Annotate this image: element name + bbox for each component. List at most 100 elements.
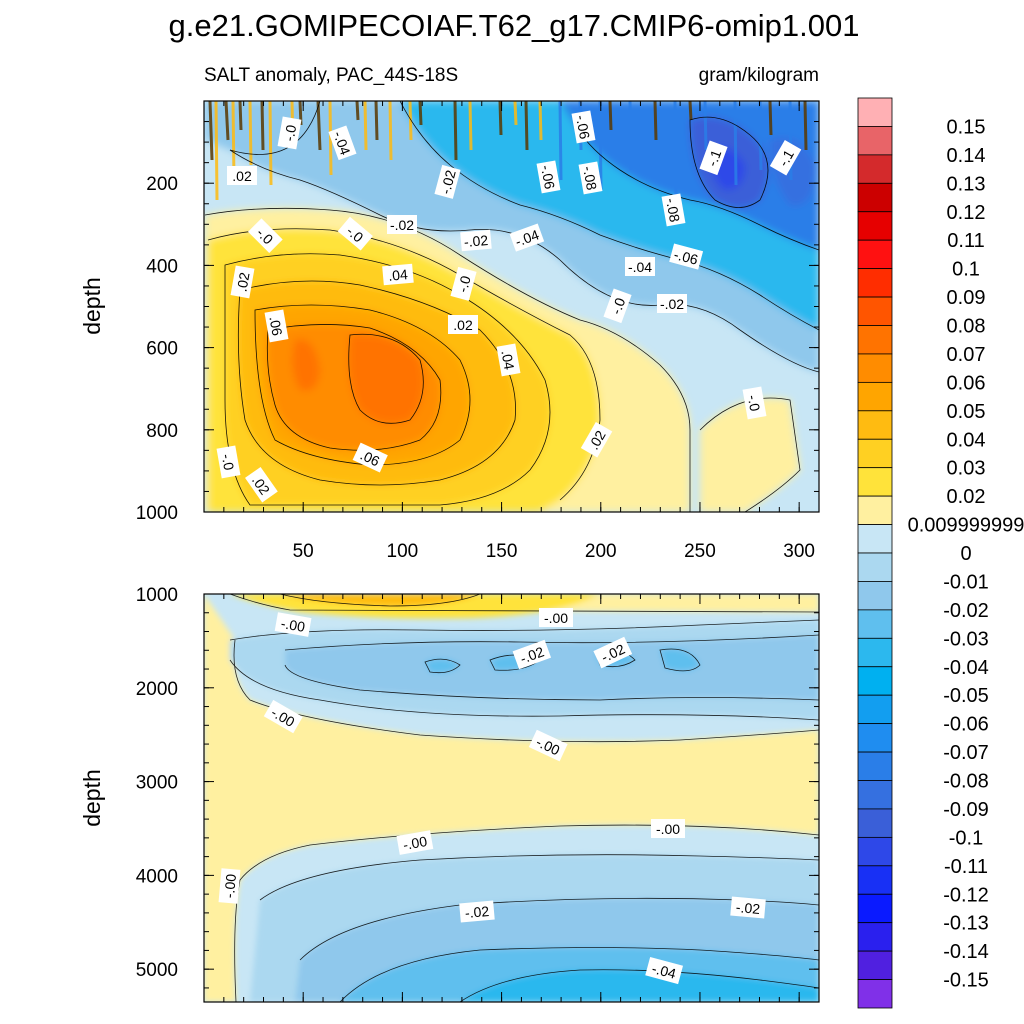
colorbar-label: -0.04 xyxy=(943,657,989,679)
top-panel-ylabel: depth xyxy=(79,277,105,335)
colorbar-label: 0.11 xyxy=(947,230,984,252)
colorbar-swatch xyxy=(857,922,893,952)
svg-text:-.06: -.06 xyxy=(573,114,593,141)
chart-title: g.e21.GOMIPECOIAF.T62_g17.CMIP6-omip1.00… xyxy=(169,8,860,43)
svg-text:-.06: -.06 xyxy=(672,246,700,268)
contour-label: -.0 xyxy=(216,445,241,479)
contour-label: -.0 xyxy=(742,386,767,420)
colorbar-swatch xyxy=(857,126,893,156)
colorbar-swatch xyxy=(857,637,893,668)
colorbar-label: 0.13 xyxy=(947,173,986,195)
colorbar-label: 0.009999999 xyxy=(908,515,1024,537)
colorbar-label: -0.11 xyxy=(944,856,988,878)
contour-label: .04 xyxy=(496,343,521,377)
contour-label: -.04 xyxy=(625,257,655,276)
colorbar-label: 0.03 xyxy=(947,458,986,480)
colorbar-swatch xyxy=(857,780,893,810)
top-panel-axes: 50 100 150 200 250 300 200 400 600 800 1000 xyxy=(136,101,819,562)
colorbar-label: 0.09 xyxy=(947,287,986,309)
contour-label: -.00 xyxy=(218,868,241,904)
colorbar-label: -0.13 xyxy=(943,913,989,935)
colorbar-swatch xyxy=(857,239,893,270)
svg-text:.02: .02 xyxy=(232,168,252,184)
contour-label: -.00 xyxy=(396,830,434,855)
colorbar-swatch xyxy=(857,694,893,725)
colorbar-swatch xyxy=(857,97,893,127)
svg-text:-.02: -.02 xyxy=(735,899,761,917)
contour-label: -.02 xyxy=(512,639,552,670)
contour-label: .06 xyxy=(264,309,289,343)
colorbar-label: -0.07 xyxy=(943,742,989,764)
contour-label: -.06 xyxy=(536,160,561,194)
svg-text:-.04: -.04 xyxy=(650,960,678,982)
contour-label: -.0 xyxy=(248,218,283,253)
bottom-panel-axes: 1000 2000 3000 4000 5000 xyxy=(136,585,819,1002)
colorbar-swatch xyxy=(857,581,893,611)
svg-text:-.02: -.02 xyxy=(463,232,489,250)
colorbar-label: 0.15 xyxy=(947,116,986,138)
svg-text:-.02: -.02 xyxy=(464,903,490,921)
svg-text:-.00: -.00 xyxy=(656,821,680,837)
svg-text:-.02: -.02 xyxy=(437,168,459,196)
svg-text:-.08: -.08 xyxy=(663,197,683,224)
contour-label: -.06 xyxy=(669,243,704,270)
colorbar-swatch xyxy=(857,552,893,582)
colorbar-swatch xyxy=(857,467,893,497)
colorbar-label: 0.14 xyxy=(947,145,986,167)
colorbar-label: -0.15 xyxy=(943,970,989,992)
x-tick-label: 250 xyxy=(684,541,716,562)
colorbar-label: 0.06 xyxy=(947,372,986,394)
contour-label: -.02 xyxy=(459,900,495,923)
top-panel-contour-lines xyxy=(205,101,819,512)
svg-text:-.0: -.0 xyxy=(745,394,764,413)
fill-pale-yellow-mid xyxy=(204,594,819,1002)
contour-label: .02 xyxy=(227,166,257,185)
svg-text:-.02: -.02 xyxy=(390,217,414,233)
contour-label: -.0 xyxy=(277,116,302,150)
top-panel-fills xyxy=(205,101,819,512)
streak-dark xyxy=(208,101,808,161)
svg-text:-.00: -.00 xyxy=(221,873,239,899)
svg-text:-.02: -.02 xyxy=(518,643,546,666)
bottom-panel-fills xyxy=(204,594,819,1002)
svg-text:-.06: -.06 xyxy=(538,164,558,191)
x-tick-label: 200 xyxy=(585,541,617,562)
fill-orange-07-west xyxy=(292,339,320,391)
x-tick-label: 50 xyxy=(293,541,314,562)
y-tick-label: 4000 xyxy=(136,866,178,887)
colorbar-swatch xyxy=(857,865,893,895)
x-tick-label: 100 xyxy=(387,541,419,562)
contour-label: -.06 xyxy=(571,110,596,144)
svg-text:.04: .04 xyxy=(388,266,409,284)
colorbar-label: -0.05 xyxy=(943,685,989,707)
svg-text:.06: .06 xyxy=(358,447,383,470)
contour-label: -.08 xyxy=(578,161,603,195)
colorbar-swatch xyxy=(857,381,893,412)
colorbar-swatch xyxy=(857,950,893,980)
colorbar-label: -0.12 xyxy=(943,884,989,906)
contour-label: -.04 xyxy=(645,956,684,985)
contour-label: -.02 xyxy=(460,229,492,252)
colorbar-swatch xyxy=(857,182,893,213)
colorbar-swatch xyxy=(857,438,893,469)
top-panel-contour-labels: .06.02.02.06.04.02.04.02.02-.0 -.0 -.02-.0… xyxy=(216,110,802,503)
colorbar-label: -0.06 xyxy=(943,714,989,736)
colorbar-swatch xyxy=(857,666,893,696)
fill-pale-yellow-east xyxy=(700,398,800,512)
colorbar-label: 0.12 xyxy=(947,202,986,224)
colorbar-label: -0.02 xyxy=(943,600,989,622)
colorbar-label: 0.04 xyxy=(947,429,986,451)
svg-text:-.02: -.02 xyxy=(660,296,684,312)
bottom-panel-plot: -.00 -.00-.00-.00-.00-.00-.00-.02 -.02-.02… xyxy=(204,594,819,1002)
panel-subtitle-right: gram/kilogram xyxy=(699,65,819,86)
fill-deep-blue-4 xyxy=(460,969,819,1002)
x-tick-label: 300 xyxy=(783,541,815,562)
y-tick-label: 600 xyxy=(146,339,178,360)
svg-text:-.08: -.08 xyxy=(580,165,600,192)
top-panel-plot: .06.02.02.06.04.02.04.02.02-.0 -.0 -.02-.0… xyxy=(204,101,819,512)
contour-label: .04 xyxy=(382,263,414,286)
contour-label: -.02 xyxy=(387,215,417,234)
svg-text:-.00: -.00 xyxy=(544,610,568,626)
bottom-panel-frame xyxy=(203,593,820,1003)
